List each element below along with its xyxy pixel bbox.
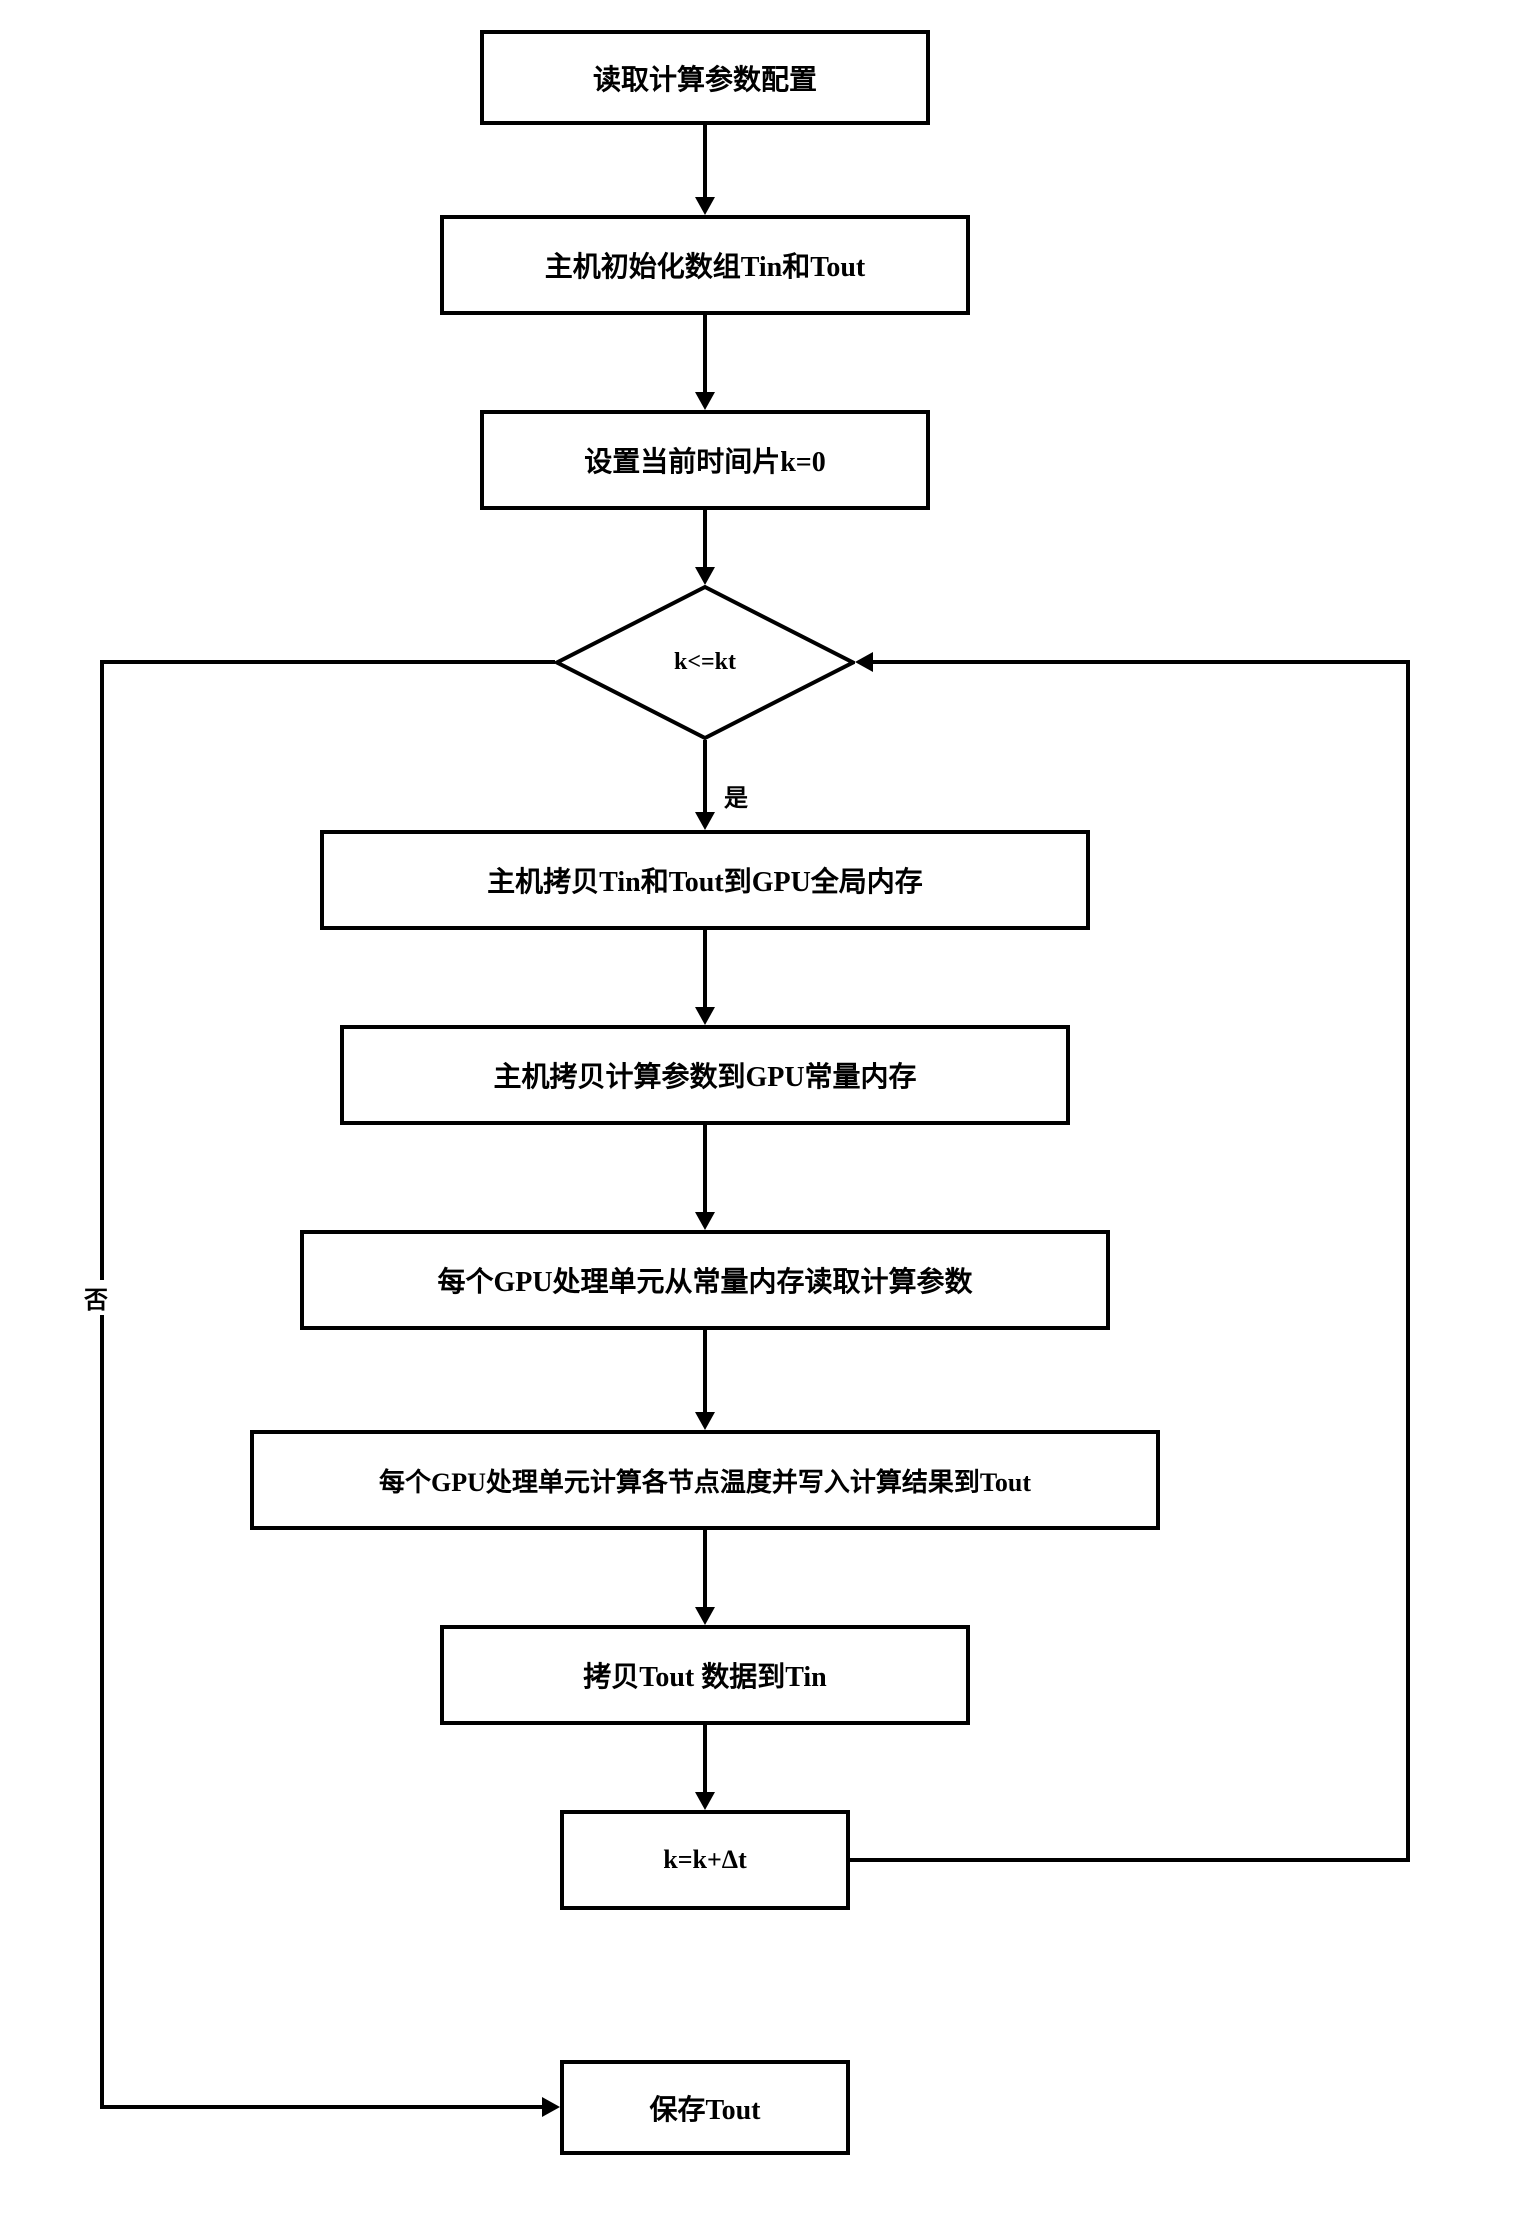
node-label: 主机拷贝Tin和Tout到GPU全局内存 bbox=[487, 860, 923, 900]
node-label: 拷贝Tout 数据到Tin bbox=[583, 1655, 827, 1695]
node-label: 保存Tout bbox=[649, 2088, 760, 2128]
node-copy-tout-tin: 拷贝Tout 数据到Tin bbox=[440, 1625, 970, 1725]
node-increment-k: k=k+Δt bbox=[560, 1810, 850, 1910]
node-gpu-read-params: 每个GPU处理单元从常量内存读取计算参数 bbox=[300, 1230, 1110, 1330]
node-label: 每个GPU处理单元计算各节点温度并写入计算结果到Tout bbox=[379, 1462, 1031, 1499]
node-label: 主机初始化数组Tin和Tout bbox=[545, 245, 866, 285]
node-label: 每个GPU处理单元从常量内存读取计算参数 bbox=[437, 1260, 972, 1300]
node-read-config: 读取计算参数配置 bbox=[480, 30, 930, 125]
node-label: k=k+Δt bbox=[663, 1845, 747, 1875]
node-copy-to-constant: 主机拷贝计算参数到GPU常量内存 bbox=[340, 1025, 1070, 1125]
node-label: 设置当前时间片k=0 bbox=[584, 440, 826, 480]
node-set-k-zero: 设置当前时间片k=0 bbox=[480, 410, 930, 510]
flowchart-container: 读取计算参数配置 主机初始化数组Tin和Tout 设置当前时间片k=0 k<=k… bbox=[0, 0, 1523, 2227]
edge-label-no: 否 bbox=[80, 1280, 112, 1315]
node-label: 读取计算参数配置 bbox=[593, 58, 817, 98]
node-label: k<=kt bbox=[674, 649, 736, 676]
decision-k-le-kt: k<=kt bbox=[555, 585, 855, 740]
node-save-tout: 保存Tout bbox=[560, 2060, 850, 2155]
node-label: 主机拷贝计算参数到GPU常量内存 bbox=[493, 1055, 916, 1095]
node-copy-to-global: 主机拷贝Tin和Tout到GPU全局内存 bbox=[320, 830, 1090, 930]
node-init-arrays: 主机初始化数组Tin和Tout bbox=[440, 215, 970, 315]
node-gpu-compute: 每个GPU处理单元计算各节点温度并写入计算结果到Tout bbox=[250, 1430, 1160, 1530]
edge-label-yes: 是 bbox=[720, 778, 752, 813]
